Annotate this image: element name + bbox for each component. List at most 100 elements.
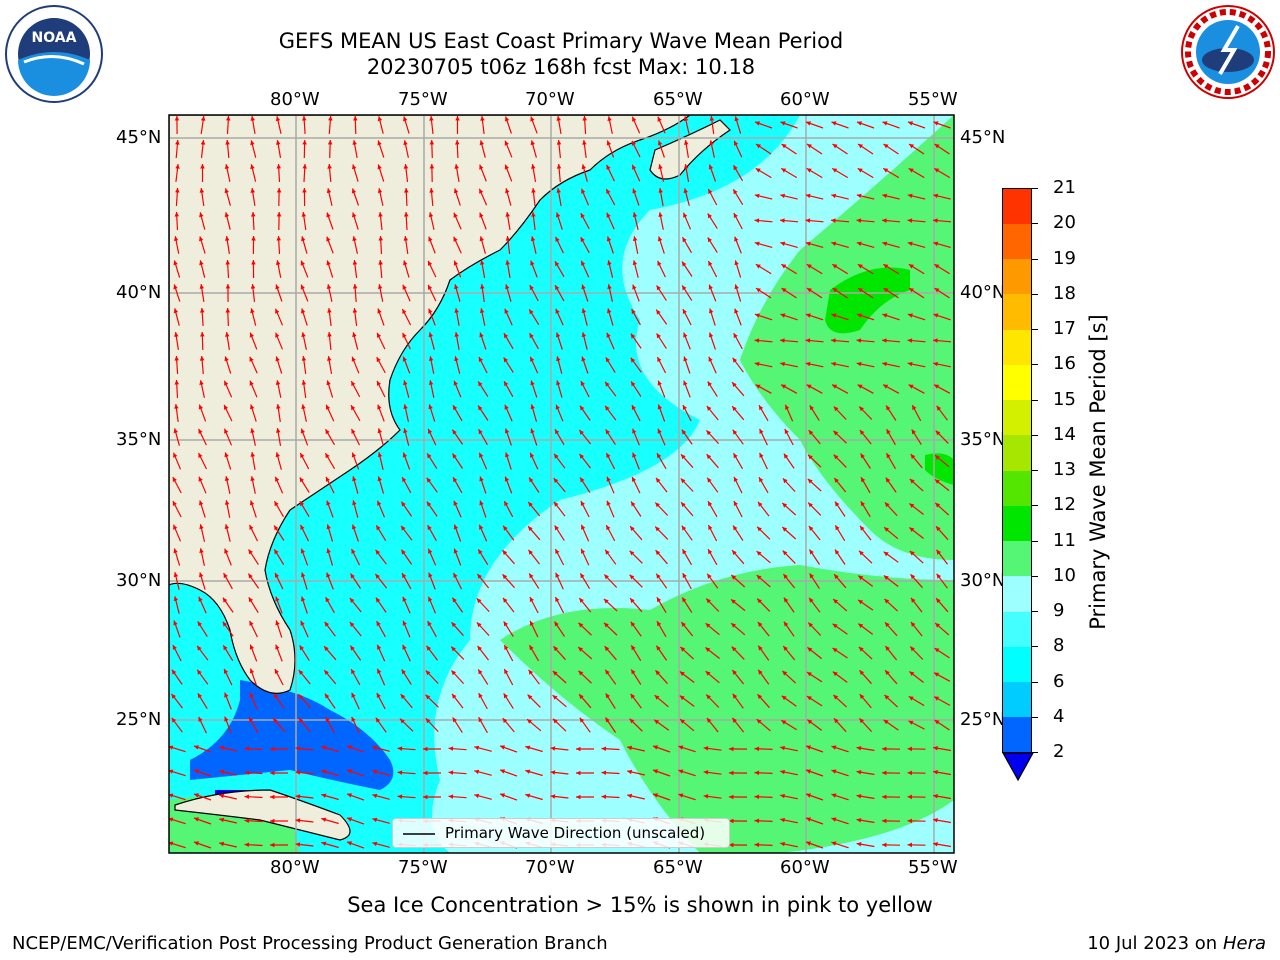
wave-arrow-head bbox=[631, 140, 636, 146]
wave-arrow-head bbox=[295, 842, 301, 847]
wave-arrow-head bbox=[632, 452, 637, 458]
wave-arrow-head bbox=[934, 288, 940, 293]
wave-arrow-head bbox=[249, 620, 254, 626]
lat-label-left: 25°N bbox=[116, 709, 162, 730]
wave-arrow-head bbox=[377, 164, 382, 170]
wave-arrow-head bbox=[857, 384, 863, 389]
wave-arrow-head bbox=[683, 212, 688, 218]
wave-arrow-head bbox=[882, 313, 888, 318]
wave-arrow-head bbox=[681, 525, 687, 531]
wave-arrow-head bbox=[426, 477, 432, 483]
wave-arrow-head bbox=[935, 479, 940, 484]
wave-arrow-head bbox=[452, 693, 457, 699]
wave-arrow-head bbox=[606, 140, 612, 146]
wave-arrow-head bbox=[171, 717, 177, 723]
wave-arrow-head bbox=[324, 670, 329, 675]
wave-arrow-head bbox=[555, 212, 561, 218]
wave-arrow-head bbox=[729, 818, 734, 824]
wave-arrow-head bbox=[780, 241, 786, 246]
wave-arrow-head bbox=[352, 284, 358, 289]
wave-arrow-head bbox=[531, 212, 536, 217]
wave-arrow-head bbox=[425, 718, 431, 724]
wave-arrow-head bbox=[453, 572, 458, 578]
wave-arrow-head bbox=[732, 429, 738, 435]
wave-arrow-head bbox=[733, 333, 738, 339]
wave-arrow-head bbox=[734, 308, 739, 314]
wave-arrow-head bbox=[274, 549, 279, 555]
wave-arrow-head bbox=[555, 572, 560, 578]
colorbar-segment bbox=[1003, 399, 1032, 436]
lon-label-bottom: 60°W bbox=[780, 857, 830, 878]
wave-arrow-head bbox=[173, 260, 178, 266]
wave-arrow-head bbox=[807, 478, 813, 484]
colorbar-segment bbox=[1003, 470, 1032, 506]
colorbar-label: Primary Wave Mean Period [s] bbox=[1086, 314, 1110, 630]
wave-arrow-head bbox=[832, 384, 838, 389]
wave-arrow-head bbox=[448, 770, 454, 775]
wave-arrow-head bbox=[936, 549, 942, 555]
wave-arrow-head bbox=[882, 193, 888, 199]
wave-arrow-head bbox=[529, 285, 534, 291]
wave-arrow-head bbox=[428, 332, 433, 338]
wave-arrow-head bbox=[401, 525, 406, 531]
wave-arrow-head bbox=[933, 313, 939, 318]
wave-arrow-head bbox=[505, 260, 510, 265]
colorbar-tick-mark bbox=[1032, 611, 1038, 612]
wave-arrow-head bbox=[352, 260, 358, 265]
wave-arrow-head bbox=[703, 770, 709, 775]
wave-arrow-head bbox=[885, 646, 890, 651]
wave-arrow-head bbox=[808, 526, 814, 531]
colorbar-tick-mark bbox=[1032, 293, 1038, 295]
wave-arrow-head bbox=[554, 453, 559, 459]
wave-arrow-head bbox=[173, 596, 179, 602]
wave-arrow-head bbox=[578, 670, 584, 676]
wave-arrow-head bbox=[349, 598, 355, 603]
wave-arrow-head bbox=[886, 453, 891, 459]
chart-title: GEFS MEAN US East Coast Primary Wave Mea… bbox=[278, 29, 844, 53]
wave-arrow-head bbox=[251, 236, 256, 241]
wave-arrow-head bbox=[933, 770, 938, 775]
wave-arrow-head bbox=[883, 288, 889, 293]
wave-arrow-head bbox=[682, 261, 687, 267]
lon-label-bottom: 80°W bbox=[270, 857, 320, 878]
wave-arrow-head bbox=[907, 770, 912, 776]
wave-arrow-head bbox=[504, 308, 509, 314]
wave-arrow-head bbox=[678, 793, 684, 798]
wave-arrow-head bbox=[580, 213, 585, 219]
wave-arrow-head bbox=[731, 623, 736, 628]
wave-arrow-head bbox=[856, 218, 862, 223]
wave-arrow-head bbox=[301, 380, 307, 385]
wave-arrow-head bbox=[605, 693, 610, 699]
wave-arrow-head bbox=[529, 597, 534, 602]
wave-arrow-head bbox=[780, 338, 785, 343]
wave-arrow-head bbox=[782, 503, 788, 508]
wave-arrow-head bbox=[298, 670, 304, 675]
wave-arrow-head bbox=[631, 501, 636, 507]
colorbar-tick-mark bbox=[1032, 505, 1038, 507]
wave-arrow-head bbox=[480, 260, 485, 265]
wave-arrow-head bbox=[909, 478, 915, 484]
colorbar-tick-mark bbox=[1032, 329, 1038, 330]
wave-arrow-head bbox=[250, 404, 255, 410]
wave-arrow-head bbox=[527, 694, 533, 700]
wave-arrow-head bbox=[502, 718, 508, 723]
wave-arrow-head bbox=[173, 284, 178, 290]
colorbar-tick-mark bbox=[1032, 470, 1038, 471]
colorbar-segment bbox=[1003, 223, 1032, 259]
wave-arrow-head bbox=[300, 260, 305, 266]
wave-arrow-head bbox=[910, 454, 916, 459]
wave-arrow-head bbox=[886, 405, 891, 411]
wave-arrow-head bbox=[503, 693, 508, 699]
wave-arrow-head bbox=[276, 140, 281, 145]
wave-arrow-head bbox=[428, 548, 433, 554]
colorbar-segment bbox=[1003, 716, 1032, 753]
wave-arrow-head bbox=[754, 361, 760, 367]
wave-arrow-head bbox=[326, 548, 331, 554]
wave-arrow-head bbox=[907, 338, 913, 343]
wave-arrow-head bbox=[835, 549, 840, 555]
wave-arrow-head bbox=[834, 574, 839, 580]
wave-arrow-head bbox=[352, 476, 357, 482]
wave-arrow-head bbox=[934, 720, 940, 725]
wave-arrow-head bbox=[350, 645, 355, 651]
wave-arrow-head bbox=[552, 695, 558, 700]
